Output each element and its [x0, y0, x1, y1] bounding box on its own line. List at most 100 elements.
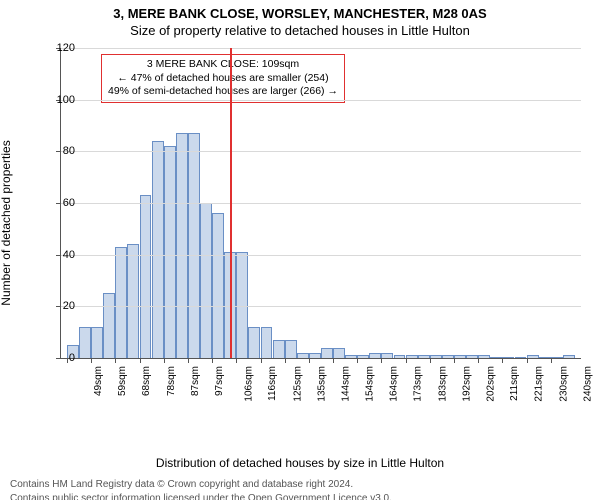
chart-area: Number of detached properties 3 MERE BAN…: [0, 38, 600, 408]
y-axis-label: Number of detached properties: [0, 140, 13, 305]
x-tick-mark: [333, 358, 334, 363]
x-tick-label: 59sqm: [117, 366, 128, 396]
histogram-bar: [381, 353, 393, 358]
gridline: [61, 48, 581, 49]
x-tick-label: 202sqm: [486, 366, 497, 402]
x-tick-mark: [551, 358, 552, 363]
x-tick-mark: [188, 358, 189, 363]
x-tick-mark: [381, 358, 382, 363]
histogram-bar: [91, 327, 103, 358]
reference-line: [230, 48, 232, 358]
x-tick-label: 135sqm: [316, 366, 327, 402]
histogram-bar: [466, 355, 478, 358]
histogram-bar: [152, 141, 164, 358]
annotation-box: 3 MERE BANK CLOSE: 109sqm ← 47% of detac…: [101, 54, 345, 103]
histogram-bar: [285, 340, 297, 358]
gridline: [61, 306, 581, 307]
y-tick-label: 20: [45, 300, 75, 312]
histogram-bar: [212, 213, 224, 358]
annotation-line1: 3 MERE BANK CLOSE: 109sqm: [108, 58, 338, 72]
histogram-bar: [454, 355, 466, 358]
x-tick-mark: [478, 358, 479, 363]
histogram-bar: [248, 327, 260, 358]
plot-area: 3 MERE BANK CLOSE: 109sqm ← 47% of detac…: [60, 48, 581, 359]
x-tick-mark: [91, 358, 92, 363]
x-axis-title: Distribution of detached houses by size …: [0, 456, 600, 470]
x-tick-label: 106sqm: [244, 366, 255, 402]
x-tick-mark: [212, 358, 213, 363]
histogram-bar: [236, 252, 248, 358]
y-tick-label: 40: [45, 249, 75, 261]
histogram-bar: [333, 348, 345, 358]
footer: Contains HM Land Registry data © Crown c…: [10, 478, 590, 500]
histogram-bar: [200, 203, 212, 358]
page-title-line2: Size of property relative to detached ho…: [0, 23, 600, 38]
histogram-bar: [418, 355, 430, 358]
y-tick-label: 120: [45, 42, 75, 54]
x-tick-label: 221sqm: [534, 366, 545, 402]
histogram-bar: [127, 244, 139, 358]
x-tick-label: 240sqm: [582, 366, 593, 402]
x-tick-label: 192sqm: [461, 366, 472, 402]
histogram-bar: [309, 353, 321, 358]
x-tick-mark: [357, 358, 358, 363]
x-tick-mark: [285, 358, 286, 363]
histogram-bar: [551, 357, 563, 358]
x-tick-label: 154sqm: [365, 366, 376, 402]
histogram-bar: [345, 355, 357, 358]
y-tick-label: 60: [45, 197, 75, 209]
x-tick-mark: [454, 358, 455, 363]
histogram-bar: [357, 355, 369, 358]
y-tick-label: 0: [45, 352, 75, 364]
x-tick-mark: [406, 358, 407, 363]
x-tick-label: 87sqm: [190, 366, 201, 396]
histogram-bar: [103, 293, 115, 358]
footer-line2: Contains public sector information licen…: [10, 492, 590, 500]
gridline: [61, 100, 581, 101]
y-tick-label: 100: [45, 94, 75, 106]
histogram-bar: [176, 133, 188, 358]
x-tick-label: 144sqm: [340, 366, 351, 402]
histogram-bar: [563, 355, 575, 358]
histogram-bar: [140, 195, 152, 358]
page-title-line1: 3, MERE BANK CLOSE, WORSLEY, MANCHESTER,…: [0, 6, 600, 21]
annotation-line3: 49% of semi-detached houses are larger (…: [108, 85, 338, 99]
x-tick-label: 78sqm: [166, 366, 177, 396]
footer-line1: Contains HM Land Registry data © Crown c…: [10, 478, 590, 492]
x-tick-label: 230sqm: [558, 366, 569, 402]
x-tick-mark: [261, 358, 262, 363]
histogram-bar: [321, 348, 333, 358]
histogram-bar: [188, 133, 200, 358]
x-tick-label: 173sqm: [413, 366, 424, 402]
x-tick-label: 211sqm: [509, 366, 520, 401]
x-tick-mark: [430, 358, 431, 363]
histogram-bar: [406, 355, 418, 358]
x-tick-label: 97sqm: [214, 366, 225, 396]
x-tick-label: 68sqm: [141, 366, 152, 396]
gridline: [61, 151, 581, 152]
histogram-bar: [79, 327, 91, 358]
y-tick-label: 80: [45, 145, 75, 157]
x-tick-label: 183sqm: [437, 366, 448, 402]
histogram-bar: [527, 355, 539, 358]
x-tick-mark: [115, 358, 116, 363]
histogram-bar: [273, 340, 285, 358]
histogram-bar: [442, 355, 454, 358]
x-tick-label: 164sqm: [389, 366, 400, 402]
x-tick-mark: [140, 358, 141, 363]
x-tick-label: 116sqm: [267, 366, 278, 401]
annotation-line2: ← 47% of detached houses are smaller (25…: [108, 72, 338, 86]
histogram-bar: [369, 353, 381, 358]
histogram-bar: [490, 357, 502, 358]
histogram-bar: [478, 355, 490, 358]
histogram-bar: [502, 357, 514, 358]
histogram-bar: [539, 357, 551, 358]
x-tick-label: 125sqm: [292, 366, 303, 402]
histogram-bar: [394, 355, 406, 358]
x-tick-label: 49sqm: [93, 366, 104, 396]
x-tick-mark: [502, 358, 503, 363]
histogram-bar: [297, 353, 309, 358]
histogram-bar: [515, 357, 527, 358]
x-tick-mark: [236, 358, 237, 363]
histogram-bar: [430, 355, 442, 358]
